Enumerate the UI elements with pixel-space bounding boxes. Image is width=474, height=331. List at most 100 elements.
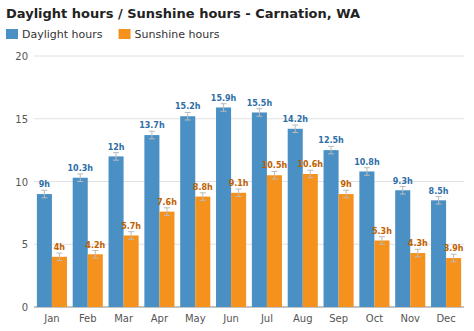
data-label: 10.6h	[298, 160, 324, 169]
error-cap	[128, 239, 134, 240]
error-cap	[436, 196, 442, 197]
error-cap	[307, 177, 313, 178]
error-bar	[256, 109, 262, 117]
error-bar	[292, 125, 298, 133]
error-cap	[400, 194, 406, 195]
bar	[88, 254, 103, 307]
data-label: 9h	[340, 180, 352, 189]
error-cap	[256, 108, 262, 109]
bar	[180, 116, 195, 307]
error-whisker	[166, 208, 167, 216]
error-cap	[200, 192, 206, 193]
data-label: 8.8h	[193, 183, 213, 192]
x-tick-label: Feb	[79, 313, 97, 324]
data-label: 12h	[108, 143, 125, 152]
error-cap	[128, 231, 134, 232]
x-tick-label: Apr	[151, 313, 169, 324]
error-cap	[436, 204, 442, 205]
error-bar	[221, 104, 227, 112]
error-bar	[328, 146, 334, 154]
bar	[144, 135, 159, 307]
x-tick-label: Aug	[293, 313, 313, 324]
y-tick-label: 15	[15, 114, 28, 125]
error-cap	[364, 167, 370, 168]
y-axis: 05101520	[15, 51, 464, 313]
error-cap	[256, 116, 262, 117]
legend-swatch	[6, 29, 18, 39]
error-bar	[271, 171, 277, 179]
grid-line	[34, 56, 464, 57]
x-tick-label: Jan	[43, 313, 59, 324]
y-tick-label: 0	[22, 302, 28, 313]
legend-label: Daylight hours	[22, 28, 103, 41]
error-whisker	[187, 112, 188, 120]
error-cap	[236, 196, 242, 197]
error-cap	[379, 236, 385, 237]
data-label: 10.8h	[354, 158, 380, 167]
data-label: 14.2h	[283, 115, 309, 124]
error-cap	[41, 197, 47, 198]
data-label: 3.9h	[444, 244, 464, 253]
error-bar	[92, 251, 98, 259]
y-tick-label: 5	[22, 239, 28, 250]
data-label: 9.3h	[393, 177, 413, 186]
x-tick-label: Dec	[436, 313, 455, 324]
error-cap	[56, 253, 62, 254]
error-whisker	[402, 187, 403, 195]
data-label: 8.5h	[429, 187, 449, 196]
error-whisker	[417, 249, 418, 257]
bar	[288, 129, 303, 307]
bar	[374, 240, 389, 307]
error-cap	[200, 200, 206, 201]
error-cap	[149, 138, 155, 139]
bar	[431, 200, 446, 307]
error-cap	[113, 160, 119, 161]
error-cap	[149, 131, 155, 132]
bar	[52, 257, 67, 307]
data-label: 13.7h	[139, 121, 165, 130]
error-whisker	[346, 190, 347, 198]
bar	[216, 107, 231, 307]
bar	[446, 258, 461, 307]
error-whisker	[95, 251, 96, 259]
error-whisker	[223, 104, 224, 112]
error-bar	[128, 232, 134, 240]
error-cap	[164, 215, 170, 216]
error-cap	[271, 178, 277, 179]
title: Daylight hours / Sunshine hours - Carnat…	[6, 6, 360, 21]
error-bar	[77, 174, 83, 182]
error-bar	[164, 208, 170, 216]
error-whisker	[310, 170, 311, 178]
error-cap	[451, 254, 457, 255]
bar	[324, 150, 339, 307]
error-bar	[451, 254, 457, 262]
error-cap	[41, 190, 47, 191]
y-tick-label: 10	[15, 177, 28, 188]
x-tick-label: May	[185, 313, 206, 324]
x-tick-label: Nov	[400, 313, 420, 324]
error-bar	[149, 131, 155, 139]
error-cap	[92, 250, 98, 251]
error-cap	[328, 153, 334, 154]
error-bar	[113, 153, 119, 161]
legend-swatch	[119, 29, 131, 39]
bar	[252, 112, 267, 307]
data-label: 4h	[54, 243, 66, 252]
data-label: 9.1h	[229, 179, 249, 188]
bar	[410, 253, 425, 307]
error-cap	[292, 132, 298, 133]
data-label: 15.2h	[175, 102, 201, 111]
error-cap	[364, 175, 370, 176]
data-label: 15.9h	[211, 94, 237, 103]
error-cap	[415, 249, 421, 250]
error-cap	[400, 186, 406, 187]
x-tick-label: Sep	[329, 313, 348, 324]
error-cap	[271, 171, 277, 172]
data-label: 5.3h	[372, 227, 392, 236]
bar	[339, 194, 354, 307]
error-bar	[400, 187, 406, 195]
error-cap	[379, 244, 385, 245]
error-cap	[92, 258, 98, 259]
bar	[303, 174, 318, 307]
error-cap	[221, 103, 227, 104]
